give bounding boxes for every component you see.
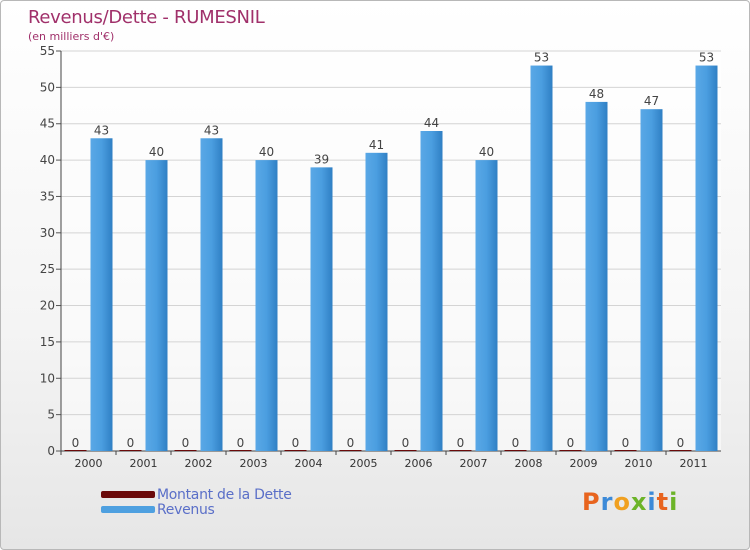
y-tick-label: 45 <box>40 117 55 131</box>
x-tick-label: 2008 <box>515 457 543 470</box>
x-tick-label: 2002 <box>185 457 213 470</box>
x-tick-label: 2005 <box>350 457 378 470</box>
bar-dette <box>119 450 142 451</box>
legend-item-revenus: Revenus <box>101 501 292 518</box>
data-label-dette: 0 <box>127 436 135 450</box>
data-label-revenus: 40 <box>479 145 494 159</box>
x-tick-label: 2000 <box>75 457 103 470</box>
logo-letter: i <box>647 488 657 516</box>
bar-dette <box>64 450 87 451</box>
data-label-dette: 0 <box>72 436 80 450</box>
data-label-revenus: 43 <box>94 123 109 137</box>
data-label-dette: 0 <box>237 436 245 450</box>
y-tick-label: 0 <box>47 444 55 458</box>
bar-dette <box>614 450 637 451</box>
bar-revenus <box>255 160 278 451</box>
data-label-revenus: 44 <box>424 116 439 130</box>
x-tick-label: 2004 <box>295 457 323 470</box>
x-tick-label: 2003 <box>240 457 268 470</box>
data-label-revenus: 43 <box>204 123 219 137</box>
proxiti-logo: Proxiti <box>582 488 678 516</box>
logo-letter: x <box>630 488 648 516</box>
bar-revenus <box>420 131 443 451</box>
data-label-dette: 0 <box>292 436 300 450</box>
bar-revenus <box>145 160 168 451</box>
data-label-revenus: 39 <box>314 152 329 166</box>
legend-label-revenus: Revenus <box>157 501 215 518</box>
x-tick-label: 2010 <box>625 457 653 470</box>
logo-letter: P <box>582 488 601 516</box>
data-label-dette: 0 <box>347 436 355 450</box>
y-tick-label: 50 <box>40 80 55 94</box>
chart-title: Revenus/Dette - RUMESNIL <box>28 7 265 28</box>
bar-dette <box>449 450 472 451</box>
bar-revenus <box>365 152 388 451</box>
bar-revenus <box>475 160 498 451</box>
bar-dette <box>284 450 307 451</box>
logo-letter: i <box>669 488 679 516</box>
data-label-dette: 0 <box>182 436 190 450</box>
legend-swatch-revenus <box>101 506 155 513</box>
bar-revenus <box>640 109 663 451</box>
bar-dette <box>559 450 582 451</box>
data-label-revenus: 47 <box>644 94 659 108</box>
data-label-dette: 0 <box>402 436 410 450</box>
legend-item-dette: Montant de la Dette <box>101 486 292 503</box>
bar-revenus <box>200 138 223 452</box>
chart-subtitle: (en milliers d'€) <box>28 30 115 43</box>
plot-area <box>61 51 721 451</box>
bar-revenus <box>310 167 333 451</box>
y-tick-label: 25 <box>40 262 55 276</box>
y-tick-label: 10 <box>40 371 55 385</box>
y-tick-label: 5 <box>47 408 55 422</box>
x-tick-label: 2001 <box>130 457 158 470</box>
legend: Montant de la Dette Revenus <box>101 486 292 518</box>
y-tick-label: 35 <box>40 189 55 203</box>
bar-dette <box>669 450 692 451</box>
logo-letter: o <box>613 488 631 516</box>
bar-revenus <box>90 138 113 452</box>
x-tick-label: 2009 <box>570 457 598 470</box>
data-label-dette: 0 <box>677 436 685 450</box>
bar-dette <box>504 450 527 451</box>
bar-dette <box>174 450 197 451</box>
legend-label-dette: Montant de la Dette <box>157 486 292 503</box>
data-label-revenus: 40 <box>149 145 164 159</box>
y-tick-label: 15 <box>40 335 55 349</box>
y-tick-label: 55 <box>40 44 55 58</box>
y-tick-label: 30 <box>40 226 55 240</box>
data-label-revenus: 41 <box>369 138 384 152</box>
logo-letter: r <box>600 488 614 516</box>
x-tick-label: 2007 <box>460 457 488 470</box>
bar-revenus <box>585 101 608 451</box>
logo-letter: t <box>656 488 670 516</box>
data-label-dette: 0 <box>567 436 575 450</box>
bar-dette <box>339 450 362 451</box>
data-label-revenus: 53 <box>534 51 549 65</box>
x-tick-label: 2011 <box>680 457 708 470</box>
legend-swatch-dette <box>101 491 155 498</box>
bar-revenus <box>530 65 553 451</box>
data-label-dette: 0 <box>512 436 520 450</box>
y-tick-label: 20 <box>40 299 55 313</box>
bar-revenus <box>695 65 718 451</box>
bar-dette <box>229 450 252 451</box>
data-label-revenus: 53 <box>699 51 714 65</box>
y-tick-label: 40 <box>40 153 55 167</box>
bar-dette <box>394 450 417 451</box>
data-label-revenus: 40 <box>259 145 274 159</box>
data-label-dette: 0 <box>622 436 630 450</box>
data-label-revenus: 48 <box>589 87 604 101</box>
x-tick-label: 2006 <box>405 457 433 470</box>
data-label-dette: 0 <box>457 436 465 450</box>
